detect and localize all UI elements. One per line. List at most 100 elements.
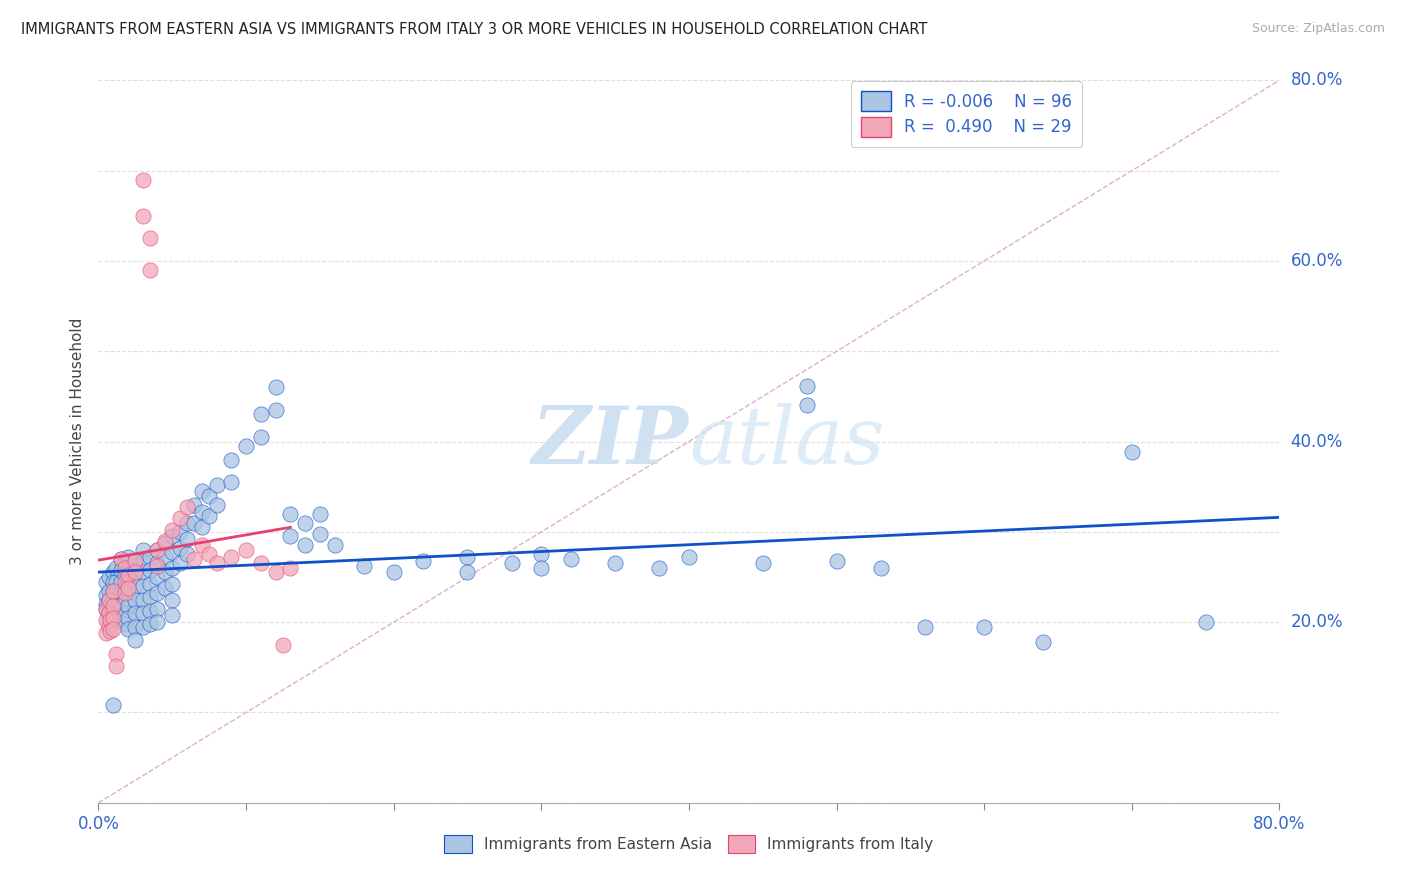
Point [105, 595, 128, 609]
Point [146, 601, 169, 615]
Point [117, 581, 139, 595]
Point [250, 408, 273, 422]
Point [103, 599, 125, 613]
Point [103, 583, 125, 598]
Point [264, 380, 287, 394]
Text: ZIP: ZIP [531, 403, 689, 480]
Point [280, 507, 302, 521]
Point [796, 398, 818, 412]
Point [97, 610, 120, 624]
Point [94, 626, 117, 640]
Point [139, 590, 162, 604]
Point [117, 574, 139, 589]
Point [176, 532, 198, 546]
Point [114, 606, 136, 620]
Point [97, 583, 120, 598]
Point [153, 533, 176, 548]
Point [205, 557, 228, 571]
Point [146, 570, 169, 584]
Point [271, 638, 294, 652]
Point [97, 606, 120, 620]
Point [117, 563, 139, 577]
Point [105, 583, 128, 598]
Point [162, 561, 183, 575]
Point [139, 263, 162, 277]
Point [198, 489, 221, 503]
Point [162, 592, 183, 607]
Point [530, 548, 553, 562]
Point [132, 592, 155, 607]
Point [221, 452, 243, 467]
Point [250, 557, 273, 571]
Point [221, 475, 243, 490]
Point [323, 538, 346, 552]
Point [139, 231, 162, 245]
Point [132, 172, 155, 186]
Point [205, 478, 228, 492]
Text: 80.0%: 80.0% [1291, 71, 1343, 89]
Point [870, 561, 893, 575]
Point [110, 552, 132, 566]
Point [97, 592, 120, 607]
Point [103, 574, 125, 589]
Point [114, 561, 136, 575]
Point [117, 599, 139, 613]
Point [146, 542, 169, 557]
Point [94, 601, 117, 615]
Point [146, 557, 169, 571]
Point [117, 586, 139, 600]
Point [153, 550, 176, 565]
Point [530, 561, 553, 575]
Point [105, 561, 128, 575]
Point [110, 610, 132, 624]
Point [110, 552, 132, 566]
Point [169, 557, 191, 571]
Point [382, 566, 405, 580]
Point [132, 579, 155, 593]
Point [103, 623, 125, 637]
Y-axis label: 3 or more Vehicles in Household: 3 or more Vehicles in Household [70, 318, 86, 566]
Point [162, 545, 183, 559]
Point [94, 574, 117, 589]
Point [162, 529, 183, 543]
Point [110, 599, 132, 613]
Point [560, 552, 582, 566]
Point [97, 599, 120, 613]
Point [183, 516, 205, 530]
Point [176, 548, 198, 562]
Point [97, 592, 120, 607]
Point [124, 566, 146, 580]
Point [146, 559, 169, 574]
Point [280, 529, 302, 543]
Point [264, 566, 287, 580]
Point [1195, 615, 1218, 630]
Point [132, 620, 155, 634]
Point [105, 647, 128, 661]
Point [309, 526, 332, 541]
Point [117, 610, 139, 624]
Point [110, 563, 132, 577]
Point [191, 538, 214, 552]
Point [124, 633, 146, 648]
Text: atlas: atlas [689, 403, 884, 480]
Point [191, 520, 214, 534]
Text: 20.0%: 20.0% [1291, 613, 1343, 632]
Point [162, 523, 183, 537]
Point [501, 557, 523, 571]
Point [648, 561, 671, 575]
Point [114, 592, 136, 607]
Text: 40.0%: 40.0% [1291, 433, 1343, 450]
Point [94, 588, 117, 602]
Point [191, 505, 214, 519]
Point [114, 617, 136, 632]
Point [103, 583, 125, 598]
Point [132, 554, 155, 568]
Point [353, 559, 375, 574]
Point [103, 698, 125, 713]
Text: IMMIGRANTS FROM EASTERN ASIA VS IMMIGRANTS FROM ITALY 3 OR MORE VEHICLES IN HOUS: IMMIGRANTS FROM EASTERN ASIA VS IMMIGRAN… [21, 22, 928, 37]
Point [752, 557, 775, 571]
Point [235, 542, 257, 557]
Point [139, 550, 162, 565]
Point [169, 541, 191, 555]
Point [139, 604, 162, 618]
